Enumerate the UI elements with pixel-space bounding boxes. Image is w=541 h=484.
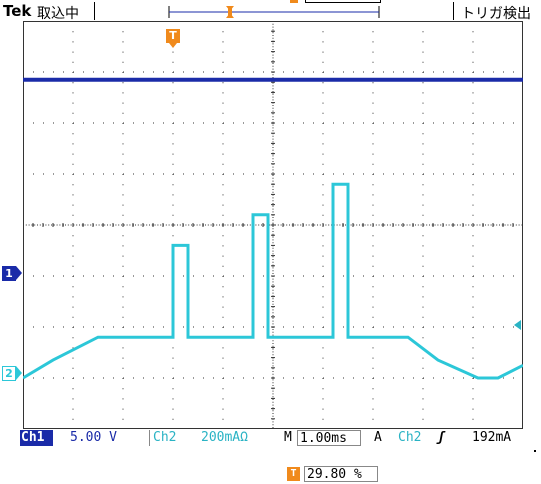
waveform-display xyxy=(23,21,523,429)
ch2-ground-marker[interactable]: 2 xyxy=(2,366,16,381)
trigger-position-marker[interactable]: T xyxy=(166,29,180,43)
record-indicator xyxy=(290,0,298,3)
trigger-level: 192mA xyxy=(472,430,512,445)
corner-dot xyxy=(534,450,536,452)
ch1-ground-marker[interactable]: 1 xyxy=(2,266,16,281)
divider xyxy=(94,2,95,20)
trigger-source: Ch2 xyxy=(398,430,422,445)
brand-logo: Tek xyxy=(3,2,32,20)
rising-edge-icon: ʃ xyxy=(437,430,445,445)
timebase-tag: M xyxy=(284,430,292,445)
ch1-scale: 5.00 V xyxy=(56,430,150,446)
ch2-scale: 200mAΩ xyxy=(201,430,248,445)
ch1-tag[interactable]: Ch1 xyxy=(20,430,53,446)
divider xyxy=(453,2,454,20)
horizontal-position-value: 29.80 % xyxy=(304,466,378,482)
acquisition-status: 取込中 xyxy=(37,6,79,22)
ch1-marker-pointer xyxy=(16,266,22,280)
trigger-status: トリガ検出 xyxy=(461,6,531,22)
ch2-trace xyxy=(23,182,523,380)
trigger-mode: A xyxy=(374,430,382,445)
ch2-tag[interactable]: Ch2 xyxy=(153,430,177,445)
trigger-level-marker[interactable] xyxy=(514,320,521,330)
trigger-position-icon: T xyxy=(287,467,300,481)
bottom-status-bar: Ch1 5.00 V Ch2 200mAΩ M 1.00ms A Ch2 ʃ 1… xyxy=(0,430,541,446)
record-window-box xyxy=(305,0,381,3)
ch2-marker-pointer xyxy=(16,366,22,380)
top-status-bar: Tek 取込中 トリガ検出 xyxy=(0,0,541,22)
timebase-value[interactable]: 1.00ms xyxy=(297,430,361,446)
record-position-bar[interactable] xyxy=(168,2,380,20)
record-bracket-graphic xyxy=(168,6,380,18)
trigger-position-pointer xyxy=(169,43,177,48)
